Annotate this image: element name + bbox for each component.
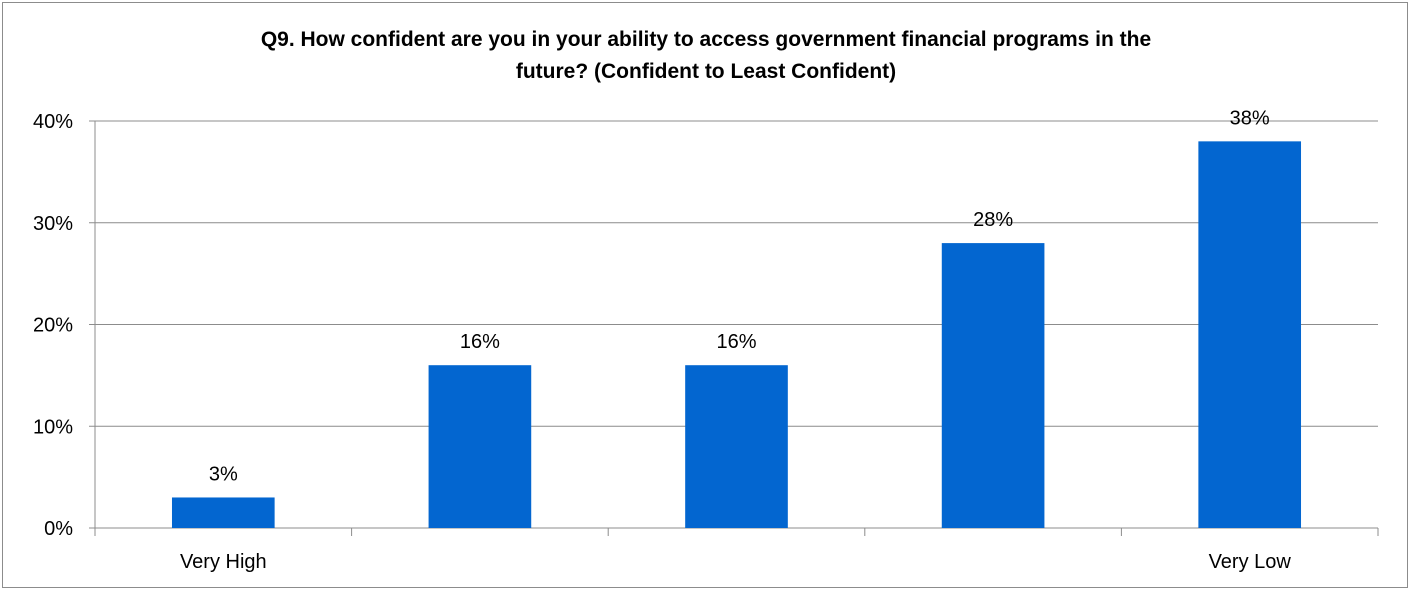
chart-title-line-2: future? (Confident to Least Confident) [515, 60, 897, 83]
data-label: 38% [1230, 107, 1270, 129]
chart-title-line-1: Q9. How confident are you in your abilit… [260, 28, 1152, 51]
y-tick-label: 40% [33, 111, 73, 133]
bar [1198, 141, 1302, 528]
data-label: 3% [209, 463, 238, 485]
bar [685, 365, 788, 528]
bar [171, 497, 275, 528]
chart-title: Q9. How confident are you in your abilit… [0, 24, 1412, 88]
data-label: 28% [973, 209, 1013, 231]
y-tick-label: 10% [33, 416, 73, 438]
y-tick-label: 30% [33, 213, 73, 235]
y-tick-label: 0% [44, 518, 73, 540]
bar [428, 365, 532, 528]
y-tick-label: 20% [33, 315, 73, 337]
data-label: 16% [460, 331, 500, 353]
bar [941, 243, 1045, 528]
x-category-label: Very Low [1209, 551, 1292, 573]
x-category-label: Very High [180, 551, 267, 573]
data-label: 16% [716, 331, 756, 353]
